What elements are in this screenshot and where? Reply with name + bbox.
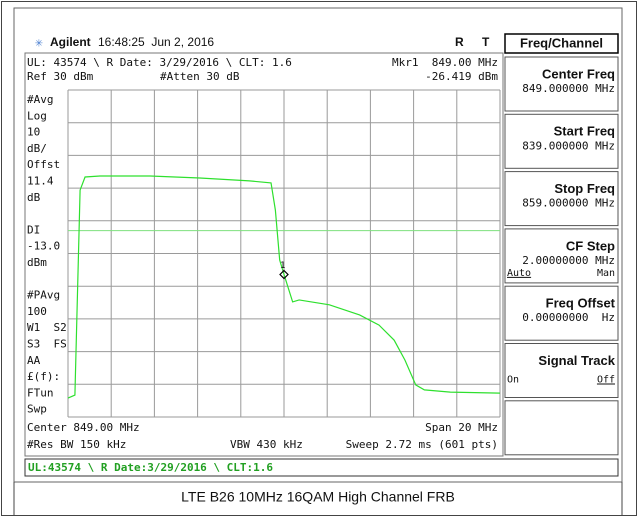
- left-annotation: dB/: [27, 142, 47, 155]
- left-annotation: dBm: [27, 256, 47, 269]
- sweep: Sweep 2.72 ms (601 pts): [346, 438, 498, 451]
- left-annotation: W1 S2: [27, 321, 67, 334]
- left-annotation: 11.4: [27, 175, 54, 188]
- left-annotation: dB: [27, 191, 41, 204]
- softkey-box: [504, 285, 619, 341]
- plot-panel: [24, 52, 504, 457]
- left-annotation: Offst: [27, 158, 60, 171]
- center-freq: Center 849.00 MHz: [27, 421, 140, 434]
- softkey-box: [504, 343, 619, 398]
- softkey-value: 0.00000000 Hz: [522, 311, 615, 324]
- status-text: UL:43574 \ R Date:3/29/2016 \ CLT:1.6: [28, 461, 273, 474]
- left-annotation: -13.0: [27, 240, 60, 253]
- softkey[interactable]: [504, 400, 619, 456]
- softkey-option: Man: [597, 268, 615, 279]
- ref-level: Ref 30 dBm: [27, 70, 94, 83]
- left-annotation: Log: [27, 109, 47, 122]
- left-annotation: #PAvg: [27, 289, 60, 302]
- r-indicator: R: [455, 35, 464, 49]
- softkey-value: 859.000000 MHz: [522, 197, 615, 210]
- softkey-label: Center Freq: [542, 66, 615, 81]
- softkey-value: 839.000000 MHz: [522, 139, 615, 152]
- left-annotation: #Avg: [27, 93, 54, 106]
- left-annotation: 10: [27, 126, 40, 139]
- vbw: VBW 430 kHz: [230, 438, 303, 451]
- attenuation: #Atten 30 dB: [160, 70, 240, 83]
- t-indicator: T: [482, 35, 490, 49]
- softkey-label: CF Step: [566, 238, 615, 253]
- softkey-box: [504, 171, 619, 227]
- softkey-box: [504, 400, 619, 456]
- top-annotation: UL: 43574 \ R Date: 3/29/2016 \ CLT: 1.6: [27, 56, 292, 69]
- softkey-label: Signal Track: [538, 353, 615, 368]
- rbw: #Res BW 150 kHz: [27, 438, 126, 451]
- left-annotation: AA: [27, 354, 41, 367]
- softkey-label: Stop Freq: [554, 181, 615, 196]
- softkey-option: On: [507, 375, 519, 386]
- softkey-label: Start Freq: [554, 124, 615, 139]
- brand: Agilent: [50, 35, 91, 49]
- softkey-option: Off: [597, 375, 615, 386]
- logo-icon: ✳: [35, 36, 43, 51]
- softkey-title: Freq/Channel: [520, 35, 603, 50]
- trace: [67, 175, 501, 399]
- left-annotation: 100: [27, 305, 47, 318]
- softkey[interactable]: Signal Track On Off: [504, 343, 619, 398]
- status-bar: [24, 458, 619, 477]
- left-annotation: Swp: [27, 403, 47, 416]
- softkey-option: Auto: [507, 268, 531, 279]
- marker-value: -26.419 dBm: [425, 70, 498, 83]
- span: Span 20 MHz: [425, 421, 498, 434]
- left-annotation: £(f):: [27, 370, 60, 383]
- left-annotation: DI: [27, 223, 40, 236]
- softkey-label: Freq Offset: [546, 296, 616, 311]
- marker-label: 1: [280, 261, 285, 271]
- caption: LTE B26 10MHz 16QAM High Channel FRB: [181, 489, 455, 505]
- softkey-box: [504, 113, 619, 169]
- softkey-value: 2.00000000 MHz: [522, 254, 615, 267]
- softkey-value: 849.000000 MHz: [522, 82, 615, 95]
- marker: [279, 269, 289, 280]
- left-annotation: FTun: [27, 386, 54, 399]
- softkey-box: [504, 56, 619, 112]
- datetime: 16:48:25 Jun 2, 2016: [98, 35, 214, 49]
- marker-readout: Mkr1 849.00 MHz: [392, 56, 498, 69]
- left-annotation: S3 FS: [27, 338, 67, 351]
- softkey-box: [504, 228, 619, 284]
- softkey-title-box: [504, 33, 619, 54]
